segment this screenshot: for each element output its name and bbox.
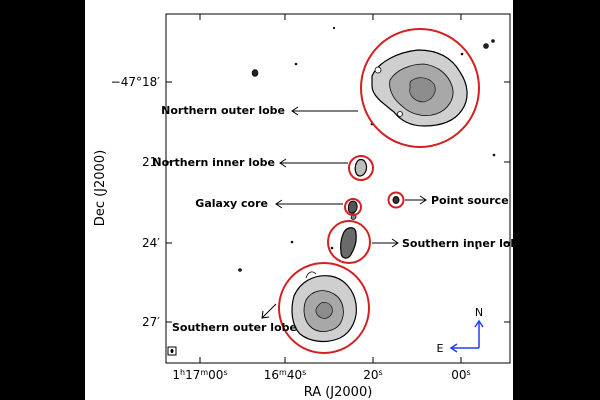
x-tick-label: 1h17m00s bbox=[172, 368, 227, 382]
label-southern-inner-lobe: Southern inner lobe bbox=[402, 237, 513, 250]
x-tick-label: 00s bbox=[451, 368, 470, 382]
northern-inner-lobe-contours bbox=[354, 158, 368, 177]
x-tick-label: 16m40s bbox=[264, 368, 307, 382]
point-source-circle bbox=[387, 191, 405, 209]
northern-outer-lobe-contours bbox=[371, 49, 468, 127]
label-northern-outer-lobe: Northern outer lobe bbox=[161, 104, 285, 117]
southern-inner-lobe-circle bbox=[327, 220, 371, 264]
southern-inner-lobe-contours bbox=[340, 227, 357, 259]
compass-north-label: N bbox=[475, 306, 483, 319]
beam-ellipse bbox=[170, 349, 174, 353]
galaxy-core-circle bbox=[344, 198, 362, 216]
annotation-labels: Northern outer lobe Northern inner lobe … bbox=[152, 104, 513, 334]
northern-outer-lobe-circle bbox=[360, 28, 480, 148]
field-sources bbox=[238, 26, 496, 272]
southern-outer-lobe-contours bbox=[291, 271, 357, 343]
annotation-arrows bbox=[261, 106, 427, 319]
compass-arrows bbox=[449, 319, 484, 353]
y-tick-label: 21′ bbox=[142, 155, 160, 169]
label-southern-outer-lobe: Southern outer lobe bbox=[172, 321, 297, 334]
y-axis-label: Dec (J2000) bbox=[93, 150, 108, 226]
x-axis-label: RA (J2000) bbox=[304, 385, 373, 400]
y-tick-label: −47°18′ bbox=[111, 75, 161, 89]
label-galaxy-core: Galaxy core bbox=[195, 197, 268, 210]
y-tick-label: 24′ bbox=[142, 236, 160, 250]
region-circles bbox=[278, 28, 480, 354]
northern-inner-lobe-circle bbox=[348, 155, 374, 181]
compass-east-label: E bbox=[437, 342, 444, 355]
x-ticks bbox=[199, 14, 462, 363]
southern-outer-lobe-circle bbox=[278, 262, 370, 354]
y-tick-label: 27′ bbox=[142, 315, 160, 329]
point-source-contours bbox=[392, 196, 400, 204]
label-northern-inner-lobe: Northern inner lobe bbox=[152, 156, 275, 169]
x-tick-label: 20s bbox=[363, 368, 382, 382]
y-ticks bbox=[166, 81, 510, 323]
figure-panel: −47°18′ 21′ 24′ 27′ 1h17m00s 16m40s 20s … bbox=[85, 0, 513, 400]
radio-map-figure: −47°18′ 21′ 24′ 27′ 1h17m00s 16m40s 20s … bbox=[93, 13, 513, 400]
label-point-source: Point source bbox=[431, 194, 509, 207]
